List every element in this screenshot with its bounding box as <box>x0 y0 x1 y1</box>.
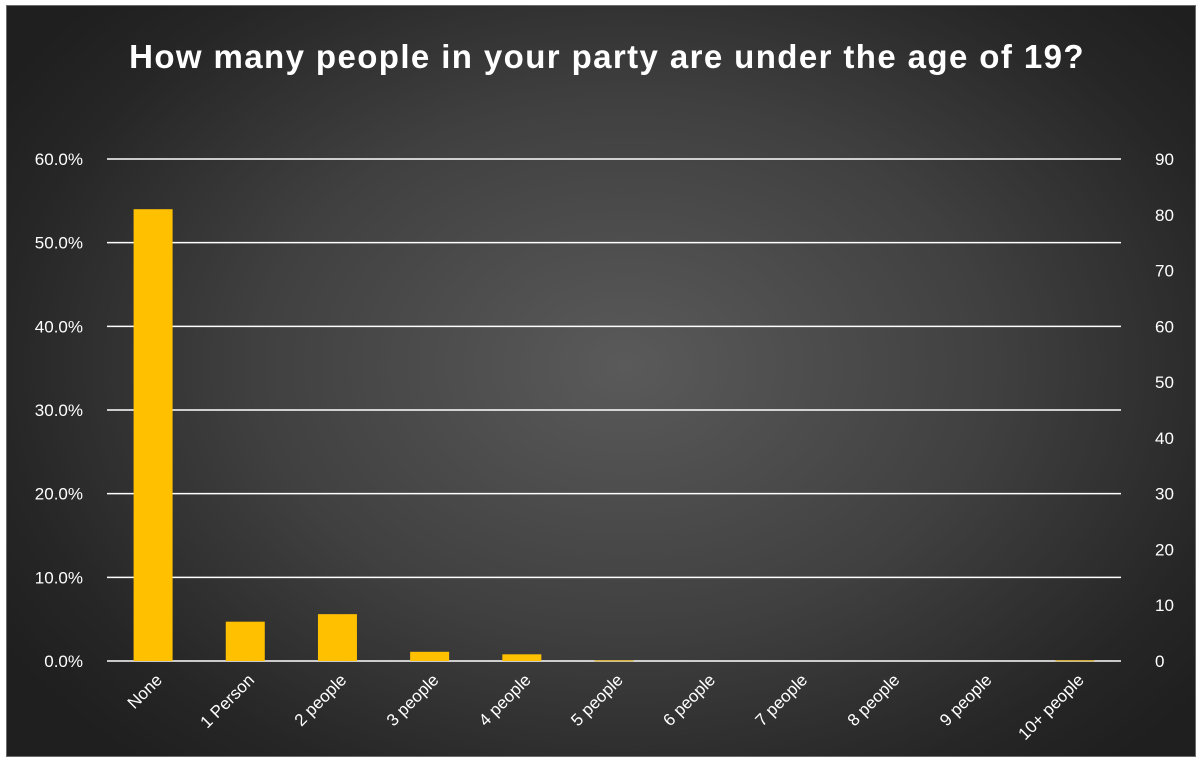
y-right-tick-label: 50 <box>1155 373 1174 392</box>
bar <box>410 651 450 661</box>
y-right-tick-label: 20 <box>1155 540 1174 559</box>
y-right-tick-label: 90 <box>1155 150 1174 169</box>
y-right-tick-label: 30 <box>1155 485 1174 504</box>
x-tick-label: 9 people <box>936 670 996 730</box>
y-left-tick-label: 60.0% <box>35 150 83 169</box>
x-tick-label: 8 people <box>844 670 904 730</box>
bar <box>594 660 634 662</box>
bar <box>1055 660 1095 662</box>
y-right-tick-label: 10 <box>1155 596 1174 615</box>
y-right-tick-label: 70 <box>1155 262 1174 281</box>
x-tick-label: 4 people <box>475 670 535 730</box>
y-left-tick-label: 20.0% <box>35 485 83 504</box>
x-tick-label: 1 Person <box>197 670 259 732</box>
x-tick-label: 6 people <box>659 670 719 730</box>
y-left-tick-label: 30.0% <box>35 401 83 420</box>
x-tick-label: 2 people <box>291 670 351 730</box>
y-right-tick-label: 60 <box>1155 317 1174 336</box>
plot-area: 0.0% 10.0% 20.0% 30.0% 40.0% 50.0% 60.0% 0 10 20 3… <box>35 150 1174 744</box>
y-right-tick-label: 80 <box>1155 206 1174 225</box>
y-left-tick-label: 50.0% <box>35 234 83 253</box>
chart-area: How many people in your party are under … <box>6 5 1196 757</box>
bar <box>225 621 265 661</box>
chart-title: How many people in your party are under … <box>129 38 1085 75</box>
y-left-tick-label: 10.0% <box>35 568 83 587</box>
y-right-tick-label: 40 <box>1155 429 1174 448</box>
bar <box>502 654 542 661</box>
x-tick-label: 7 people <box>752 670 812 730</box>
x-tick-label: 5 people <box>567 670 627 730</box>
x-tick-label: 3 people <box>383 670 443 730</box>
y-left-tick-label: 0.0% <box>44 652 83 671</box>
x-tick-label: None <box>124 670 166 712</box>
y-right-tick-label: 0 <box>1155 652 1164 671</box>
y-left-tick-label: 40.0% <box>35 317 83 336</box>
bar <box>317 614 357 661</box>
x-tick-label: 10+ people <box>1014 670 1087 743</box>
bar <box>133 209 173 661</box>
